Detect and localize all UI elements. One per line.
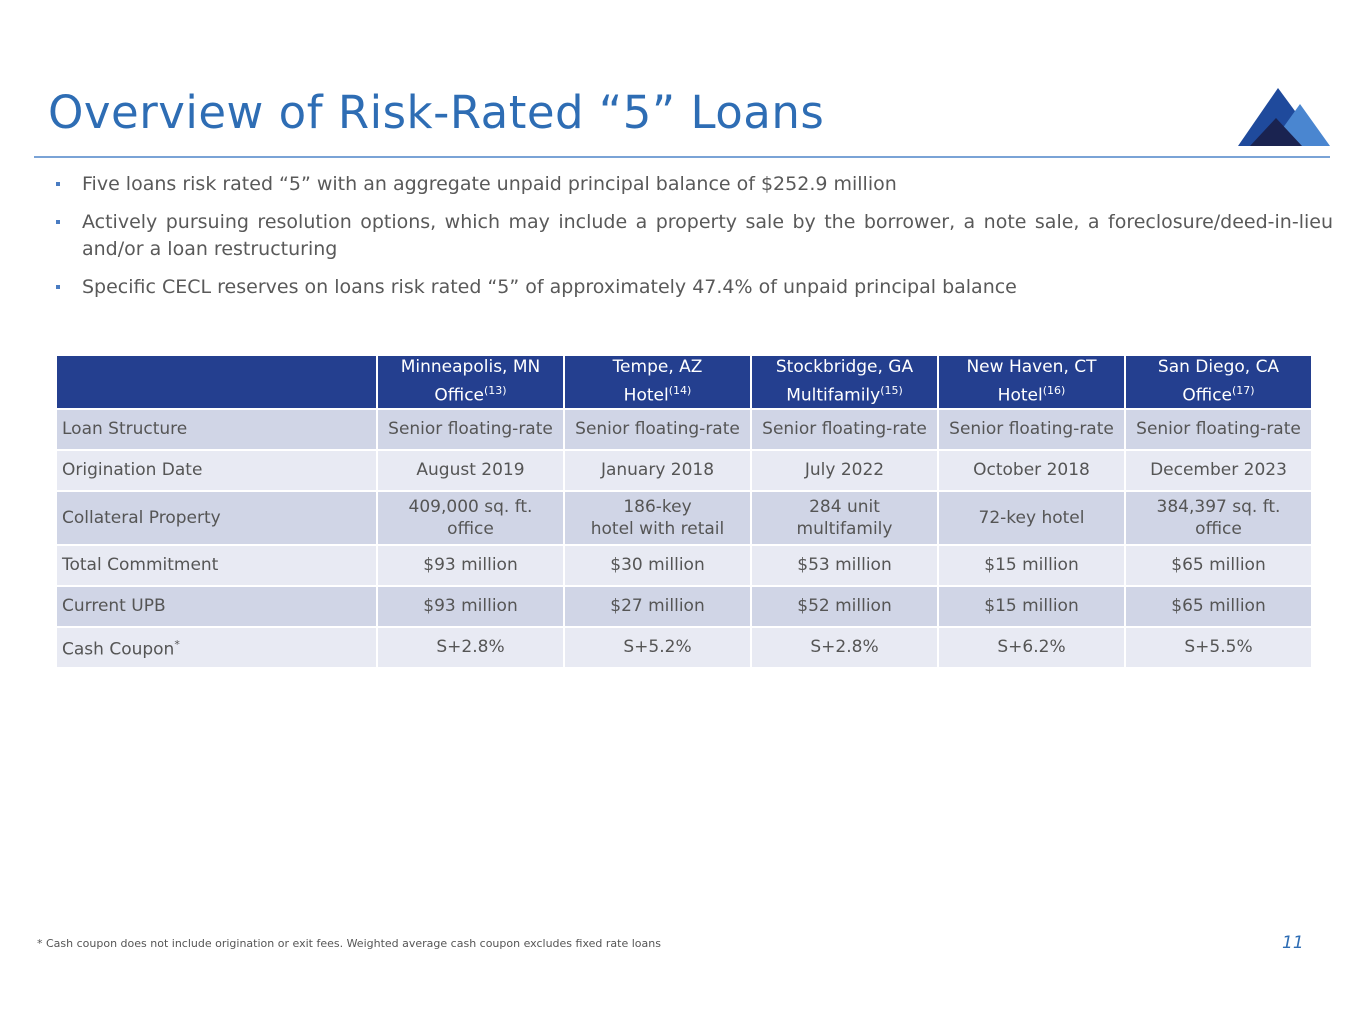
column-type: Office bbox=[434, 385, 485, 406]
table-cell: July 2022 bbox=[752, 450, 937, 490]
header-corner bbox=[57, 356, 376, 408]
table-cell: $65 million bbox=[1126, 586, 1311, 626]
table-cell: Senior floating-rate bbox=[565, 409, 750, 449]
table-cell: $93 million bbox=[378, 545, 563, 585]
bullet-list: Five loans risk rated “5” with an aggreg… bbox=[56, 171, 1333, 312]
row-label: Origination Date bbox=[62, 460, 203, 481]
table-cell: S+5.5% bbox=[1126, 627, 1311, 667]
column-location: Stockbridge, GA bbox=[775, 357, 914, 377]
column-location: San Diego, CA bbox=[1157, 357, 1280, 377]
table-cell: 284 unit multifamily bbox=[752, 491, 937, 544]
table-cell: $65 million bbox=[1126, 545, 1311, 585]
logo bbox=[1238, 88, 1330, 146]
column-note: (14) bbox=[668, 384, 692, 397]
row-label-cell: Cash Coupon* bbox=[57, 627, 376, 667]
row-label-cell: Origination Date bbox=[57, 450, 376, 490]
table-cell: 186-key hotel with retail bbox=[565, 491, 750, 544]
table-row: Origination Date August 2019 January 2018 J… bbox=[57, 450, 1311, 490]
table-row: Collateral Property 409,000 sq. ft. offic… bbox=[57, 491, 1311, 544]
column-note: (16) bbox=[1042, 384, 1066, 397]
column-header: Stockbridge, GA Multifamily(15) bbox=[752, 356, 937, 408]
row-label: Collateral Property bbox=[62, 507, 221, 528]
table-cell: December 2023 bbox=[1126, 450, 1311, 490]
table-cell: Senior floating-rate bbox=[939, 409, 1124, 449]
column-type: Multifamily bbox=[786, 385, 881, 406]
table-cell: $30 million bbox=[565, 545, 750, 585]
table-cell: $27 million bbox=[565, 586, 750, 626]
table-cell: 72-key hotel bbox=[939, 491, 1124, 544]
row-label-cell: Current UPB bbox=[57, 586, 376, 626]
table-cell: August 2019 bbox=[378, 450, 563, 490]
column-header: New Haven, CT Hotel(16) bbox=[939, 356, 1124, 408]
slide-title: Overview of Risk-Rated “5” Loans bbox=[48, 86, 825, 139]
column-header: Minneapolis, MN Office(13) bbox=[378, 356, 563, 408]
row-label: Cash Coupon bbox=[62, 639, 175, 660]
table-cell: $15 million bbox=[939, 545, 1124, 585]
title-rule bbox=[34, 156, 1330, 158]
column-header: San Diego, CA Office(17) bbox=[1126, 356, 1311, 408]
column-location: Tempe, AZ bbox=[612, 357, 703, 377]
table-cell: $52 million bbox=[752, 586, 937, 626]
bullet: Actively pursuing resolution options, wh… bbox=[56, 209, 1333, 263]
column-type: Hotel bbox=[623, 385, 669, 406]
table-cell: October 2018 bbox=[939, 450, 1124, 490]
row-note: * bbox=[174, 637, 180, 651]
row-label: Loan Structure bbox=[62, 419, 188, 440]
column-header: Tempe, AZ Hotel(14) bbox=[565, 356, 750, 408]
table-cell: Senior floating-rate bbox=[378, 409, 563, 449]
table-row: Loan Structure Senior floating-rate Senior… bbox=[57, 409, 1311, 449]
table-row: Current UPB $93 million $27 million $52 mil… bbox=[57, 586, 1311, 626]
row-label-cell: Total Commitment bbox=[57, 545, 376, 585]
column-type: Hotel bbox=[997, 385, 1043, 406]
page-number: 11 bbox=[1282, 933, 1304, 953]
table-cell: $53 million bbox=[752, 545, 937, 585]
row-label-cell: Collateral Property bbox=[57, 491, 376, 544]
table-cell: S+5.2% bbox=[565, 627, 750, 667]
column-type: Office bbox=[1182, 385, 1233, 406]
loan-table: Minneapolis, MN Office(13) Tempe, AZ Hotel(… bbox=[55, 354, 1313, 669]
row-label-cell: Loan Structure bbox=[57, 409, 376, 449]
table-cell: Senior floating-rate bbox=[1126, 409, 1311, 449]
table-cell: S+2.8% bbox=[752, 627, 937, 667]
table-cell: January 2018 bbox=[565, 450, 750, 490]
table-cell: 384,397 sq. ft. office bbox=[1126, 491, 1311, 544]
bullet: Five loans risk rated “5” with an aggreg… bbox=[56, 171, 1333, 198]
column-location: Minneapolis, MN bbox=[400, 357, 541, 377]
table-cell: Senior floating-rate bbox=[752, 409, 937, 449]
row-label: Total Commitment bbox=[62, 555, 219, 576]
table-cell: $93 million bbox=[378, 586, 563, 626]
footnote: * Cash coupon does not include originati… bbox=[37, 937, 661, 950]
column-note: (17) bbox=[1232, 384, 1255, 397]
table-cell: $15 million bbox=[939, 586, 1124, 626]
bullet: Specific CECL reserves on loans risk rat… bbox=[56, 274, 1333, 301]
table-row: Cash Coupon* S+2.8% S+5.2% S+2.8% S+6.2% S+5.… bbox=[57, 627, 1311, 667]
column-note: (13) bbox=[484, 384, 507, 397]
table-cell: 409,000 sq. ft. office bbox=[378, 491, 563, 544]
table-cell: S+2.8% bbox=[378, 627, 563, 667]
table-row: Total Commitment $93 million $30 million $5… bbox=[57, 545, 1311, 585]
column-note: (15) bbox=[880, 384, 903, 397]
column-location: New Haven, CT bbox=[966, 357, 1097, 377]
table-cell: S+6.2% bbox=[939, 627, 1124, 667]
row-label: Current UPB bbox=[62, 596, 166, 617]
